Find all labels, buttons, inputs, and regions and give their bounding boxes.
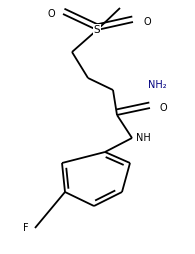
Text: F: F — [23, 223, 29, 233]
Text: NH₂: NH₂ — [148, 80, 167, 90]
Text: S: S — [94, 25, 100, 35]
Text: O: O — [159, 103, 167, 113]
Text: NH: NH — [136, 133, 151, 143]
Text: O: O — [47, 9, 55, 19]
Text: O: O — [143, 17, 151, 27]
